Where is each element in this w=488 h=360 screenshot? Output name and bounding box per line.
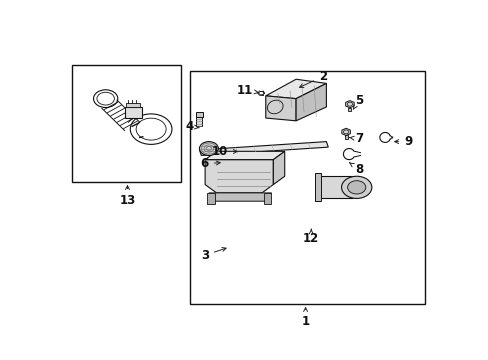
Text: 8: 8 xyxy=(349,163,362,176)
Text: 6: 6 xyxy=(200,157,220,170)
Polygon shape xyxy=(265,79,326,99)
Circle shape xyxy=(199,141,218,156)
Bar xyxy=(196,117,202,126)
Bar xyxy=(314,174,320,201)
Bar xyxy=(126,103,140,107)
Circle shape xyxy=(347,181,365,194)
Polygon shape xyxy=(296,84,326,121)
Polygon shape xyxy=(341,128,350,135)
Text: 10: 10 xyxy=(211,145,237,158)
Text: 12: 12 xyxy=(303,229,319,245)
Text: 7: 7 xyxy=(348,132,362,145)
Polygon shape xyxy=(265,96,296,121)
Polygon shape xyxy=(273,151,284,185)
Text: 3: 3 xyxy=(201,248,225,262)
Polygon shape xyxy=(208,193,271,201)
Bar xyxy=(195,112,203,117)
Text: 2: 2 xyxy=(299,70,326,87)
Text: 1: 1 xyxy=(301,308,309,328)
Polygon shape xyxy=(199,141,327,156)
Bar xyxy=(347,108,351,111)
Bar xyxy=(124,107,142,118)
Text: 13: 13 xyxy=(119,186,135,207)
Text: 9: 9 xyxy=(394,135,411,148)
Text: 5: 5 xyxy=(352,94,362,109)
Circle shape xyxy=(341,176,371,198)
Polygon shape xyxy=(205,159,273,193)
Polygon shape xyxy=(345,100,353,108)
Bar xyxy=(206,193,214,204)
Polygon shape xyxy=(205,151,284,159)
Text: 11: 11 xyxy=(236,84,258,97)
Bar xyxy=(264,193,271,204)
Bar xyxy=(189,71,424,304)
Bar xyxy=(344,135,347,139)
Text: 4: 4 xyxy=(185,120,199,133)
Bar xyxy=(318,176,352,198)
Bar xyxy=(72,66,180,182)
